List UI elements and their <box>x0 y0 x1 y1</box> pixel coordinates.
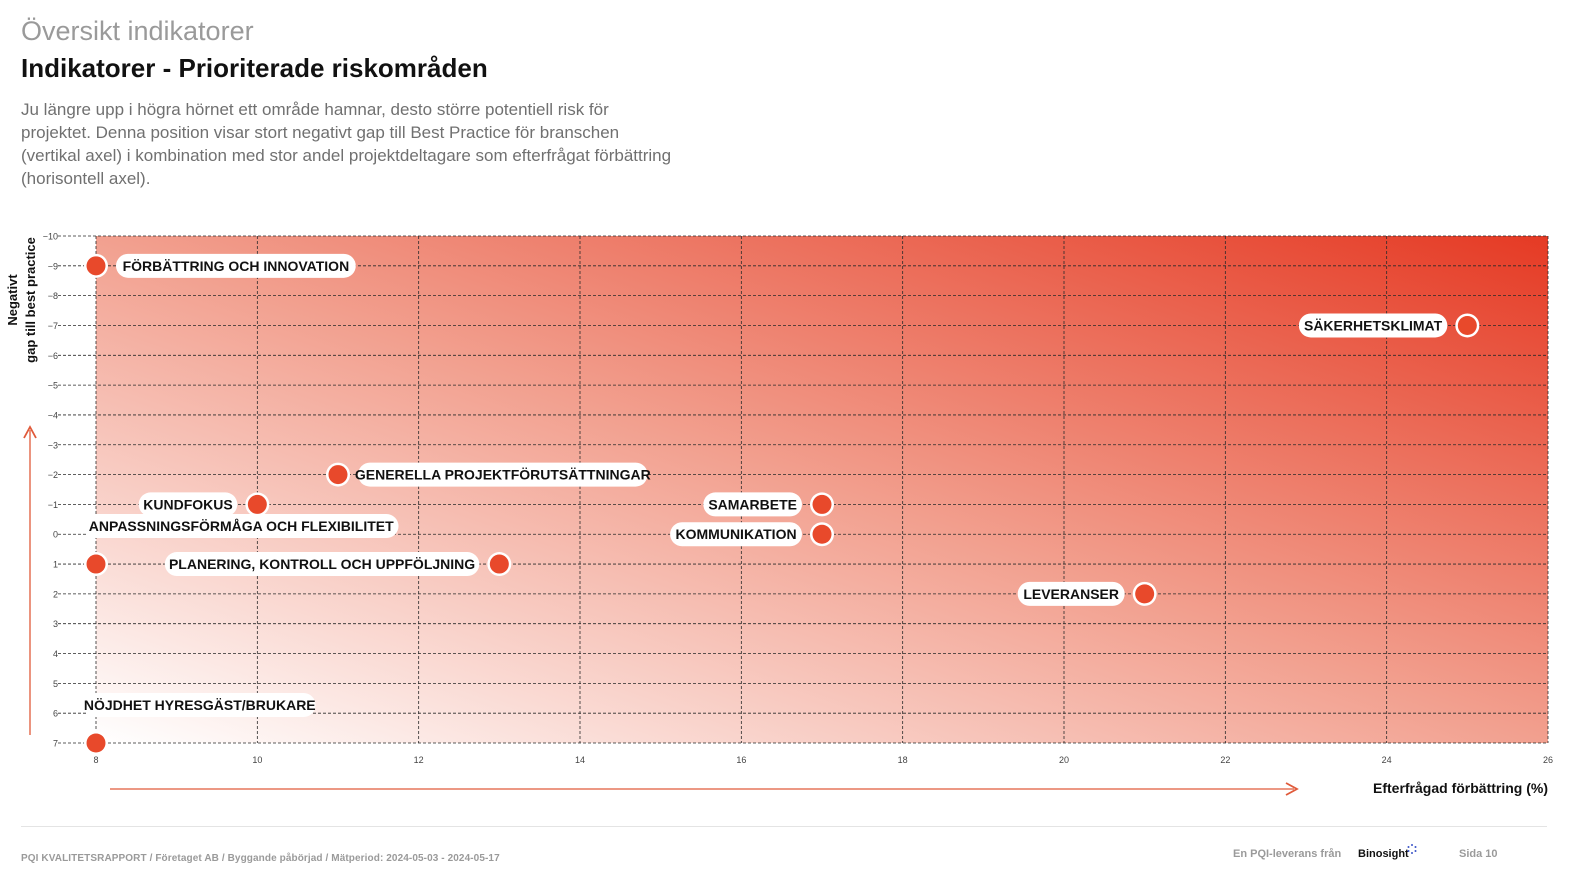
point-label-pill <box>138 492 238 517</box>
point-marker <box>812 524 832 544</box>
point-marker <box>86 733 106 753</box>
point-marker <box>812 494 832 514</box>
y-tick-label: −7 <box>48 321 58 331</box>
point-marker <box>328 465 348 485</box>
point-marker <box>489 554 509 574</box>
footer-report-info: PQI KVALITETSRAPPORT / Företaget AB / By… <box>21 853 500 864</box>
point-marker <box>1457 315 1477 335</box>
x-tick-label: 12 <box>414 755 424 765</box>
y-tick-label: 7 <box>53 739 58 749</box>
y-tick-label: −3 <box>48 440 58 450</box>
y-tick-label: −5 <box>48 381 58 391</box>
footer-divider <box>21 826 1547 827</box>
y-tick-label: 1 <box>53 560 58 570</box>
x-axis-arrow-head <box>1285 782 1299 796</box>
x-tick-label: 18 <box>898 755 908 765</box>
brand-logo: Binosight <box>1358 848 1409 860</box>
data-point: KOMMUNIKATION <box>670 522 834 547</box>
y-tick-label: −6 <box>48 351 58 361</box>
x-tick-label: 20 <box>1059 755 1069 765</box>
x-tick-label: 14 <box>575 755 585 765</box>
page-title: Indikatorer - Prioriterade riskområden <box>21 53 488 83</box>
point-label-pill <box>84 693 316 717</box>
x-tick-label: 8 <box>93 755 98 765</box>
page-number: Sida 10 <box>1459 848 1498 860</box>
x-tick-label: 24 <box>1382 755 1392 765</box>
point-label-pill <box>1017 581 1125 606</box>
data-point: LEVERANSER <box>1017 581 1157 606</box>
point-label-pill <box>703 492 802 517</box>
y-axis-label-line: gap till best practice <box>23 237 38 363</box>
data-point: SAMARBETE <box>703 492 834 517</box>
point-label-pill <box>670 522 802 547</box>
point-marker <box>1135 584 1155 604</box>
x-tick-label: 16 <box>736 755 746 765</box>
data-point: GENERELLA PROJEKTFÖRUTSÄTTNINGAR <box>326 462 651 487</box>
y-tick-label: −8 <box>48 291 58 301</box>
data-point: NÖJDHET HYRESGÄST/BRUKARE <box>84 693 316 755</box>
point-marker <box>247 494 267 514</box>
chart-plot-background <box>96 236 1548 743</box>
data-point: SÄKERHETSKLIMAT <box>1298 313 1480 338</box>
point-label-pill <box>358 462 648 487</box>
y-tick-label: −9 <box>48 261 58 271</box>
y-tick-label: −10 <box>43 232 58 242</box>
point-label: LEVERANSER <box>1023 586 1119 602</box>
point-label: KOMMUNIKATION <box>676 526 797 542</box>
y-tick-label: 2 <box>53 589 58 599</box>
x-axis-label: Efterfrågad förbättring (%) <box>1373 780 1548 796</box>
y-tick-label: 0 <box>53 530 58 540</box>
point-label: FÖRBÄTTRING OCH INNOVATION <box>123 258 350 274</box>
point-label: GENERELLA PROJEKTFÖRUTSÄTTNINGAR <box>355 467 651 483</box>
x-tick-label: 10 <box>252 755 262 765</box>
point-label: PLANERING, KONTROLL OCH UPPFÖLJNING <box>169 556 475 572</box>
point-label: SAMARBETE <box>708 496 797 512</box>
data-point: FÖRBÄTTRING OCH INNOVATION <box>84 253 356 278</box>
point-label-pill <box>1298 313 1448 338</box>
point-label: SÄKERHETSKLIMAT <box>1304 317 1443 333</box>
point-label-pill <box>84 514 399 539</box>
data-point: PLANERING, KONTROLL OCH UPPFÖLJNING <box>164 552 512 577</box>
point-label-pill <box>116 253 356 278</box>
y-axis-arrow-head <box>23 425 37 439</box>
point-marker <box>86 256 106 276</box>
y-tick-label: 4 <box>53 649 58 659</box>
data-point: ANPASSNINGSFÖRMÅGA OCH FLEXIBILITET <box>84 514 399 577</box>
y-tick-label: 5 <box>53 679 58 689</box>
y-tick-label: −4 <box>48 410 58 420</box>
point-label: NÖJDHET HYRESGÄST/BRUKARE <box>84 697 316 713</box>
point-label: ANPASSNINGSFÖRMÅGA OCH FLEXIBILITET <box>89 518 394 534</box>
y-axis-label-line: Negativt <box>5 274 20 326</box>
x-tick-label: 26 <box>1543 755 1553 765</box>
point-label-pill <box>164 552 480 577</box>
point-label: KUNDFOKUS <box>143 496 232 512</box>
section-title: Översikt indikatorer <box>21 16 254 46</box>
brand-dots-icon <box>1407 844 1417 854</box>
y-axis-label: Negativt gap till best practice <box>5 237 38 363</box>
point-marker <box>86 554 106 574</box>
page-description: Ju längre upp i högra hörnet ett område … <box>21 100 672 188</box>
y-tick-label: 6 <box>53 709 58 719</box>
x-tick-label: 22 <box>1220 755 1230 765</box>
y-tick-label: 3 <box>53 619 58 629</box>
y-tick-label: −1 <box>48 500 58 510</box>
footer-credit: En PQI-leverans från <box>1233 848 1342 860</box>
y-tick-label: −2 <box>48 470 58 480</box>
data-point: KUNDFOKUS <box>138 492 270 517</box>
